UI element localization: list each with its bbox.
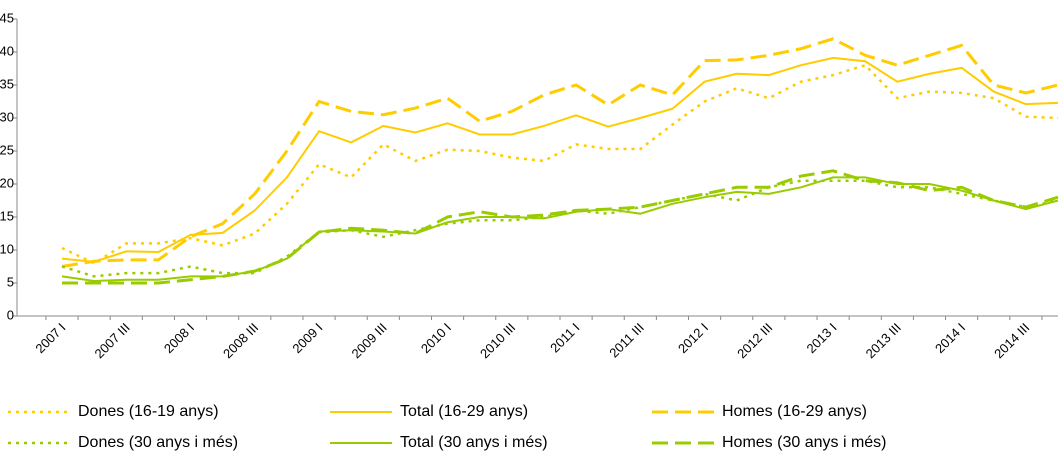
series-line bbox=[61, 179, 1059, 278]
x-tick-label: 2014 III bbox=[991, 320, 1032, 361]
x-tick-label: 2008 I bbox=[161, 320, 197, 356]
legend-label: Homes (16-29 anys) bbox=[722, 403, 867, 420]
x-tick-label: 2013 I bbox=[803, 320, 839, 356]
series-line bbox=[61, 37, 1059, 268]
y-tick-label: 15 bbox=[0, 208, 14, 223]
x-tick-label: 2011 III bbox=[606, 320, 647, 361]
legend-label: Homes (30 anys i més) bbox=[722, 434, 887, 451]
y-tick-label: 10 bbox=[0, 241, 14, 256]
x-tick-label: 2011 I bbox=[547, 320, 582, 355]
series-line bbox=[61, 176, 1059, 283]
x-tick-label: 2009 III bbox=[349, 320, 390, 361]
series-line bbox=[61, 63, 1059, 265]
x-tick-label: 2014 I bbox=[932, 320, 968, 356]
x-tick-label: 2007 I bbox=[32, 320, 68, 356]
x-tick-label: 2010 III bbox=[477, 320, 518, 361]
y-tick-label: 0 bbox=[7, 307, 14, 322]
series-line bbox=[62, 169, 1059, 285]
legend-label: Total (16-29 anys) bbox=[400, 403, 528, 420]
y-tick-label: 25 bbox=[0, 142, 14, 157]
x-tick-label: 2013 III bbox=[863, 320, 904, 361]
legend-label: Dones (30 anys i més) bbox=[78, 434, 238, 451]
series-line bbox=[61, 56, 1059, 263]
legend-label: Total (30 anys i més) bbox=[400, 434, 548, 451]
y-tick-label: 35 bbox=[0, 76, 14, 91]
y-tick-label: 30 bbox=[0, 109, 14, 124]
x-tick-label: 2010 I bbox=[418, 320, 454, 356]
x-tick-label: 2008 III bbox=[220, 320, 261, 361]
x-tick-label: 2007 III bbox=[92, 320, 133, 361]
y-tick-label: 20 bbox=[0, 175, 14, 190]
y-tick-label: 40 bbox=[0, 43, 14, 58]
y-tick-label: 45 bbox=[0, 10, 14, 25]
y-tick-label: 5 bbox=[7, 274, 14, 289]
x-tick-label: 2012 I bbox=[675, 320, 711, 356]
legend-label: Dones (16-19 anys) bbox=[78, 403, 219, 420]
x-tick-label: 2009 I bbox=[289, 320, 325, 356]
x-tick-label: 2012 III bbox=[734, 320, 775, 361]
